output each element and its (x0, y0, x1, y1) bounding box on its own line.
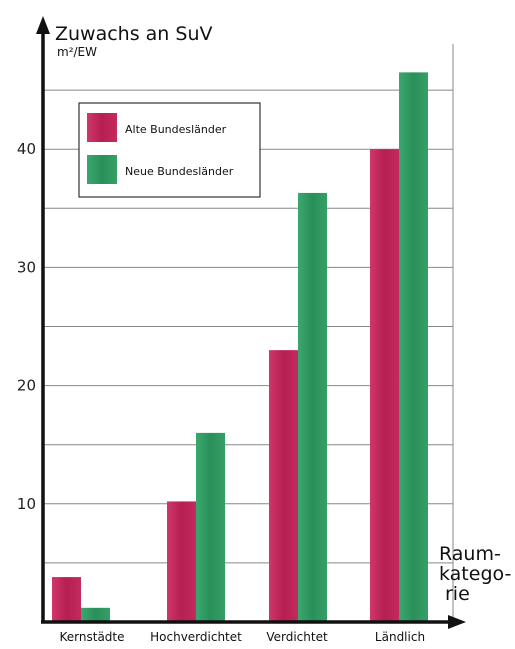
y-tick-label: 20 (17, 377, 36, 395)
legend-swatch-neue (87, 155, 117, 184)
x-axis-label-line-2: katego- (439, 563, 511, 585)
bar-alte (52, 577, 81, 622)
bar-alte (269, 350, 298, 622)
x-category-label: Verdichtet (266, 630, 328, 644)
x-axis-label-line-1: Raum- (439, 543, 501, 565)
y-axis-arrow (36, 16, 50, 34)
y-tick-label: 10 (17, 495, 36, 513)
bar-alte (167, 501, 196, 622)
bar-neue (196, 432, 225, 622)
bar-neue (298, 192, 327, 622)
x-axis-label-line-3: rie (445, 583, 470, 605)
x-axis-arrow (448, 615, 466, 629)
bar-neue (81, 607, 110, 622)
legend-swatch-alte (87, 113, 117, 142)
y-tick-label: 40 (17, 140, 36, 158)
legend-label-alte: Alte Bundesländer (125, 123, 227, 136)
bars (52, 72, 428, 623)
x-category-label: Hochverdichtet (150, 630, 242, 644)
x-category-label: Kernstädte (60, 630, 125, 644)
y-axis-unit: m²/EW (57, 45, 97, 59)
legend: Alte Bundesländer Neue Bundesländer (78, 102, 261, 198)
bar-alte (370, 149, 399, 622)
y-ticks: 10 20 30 40 (17, 140, 36, 513)
bar-neue (399, 72, 428, 623)
x-categories: Kernstädte Hochverdichtet Verdichtet Ländli… (60, 630, 426, 644)
legend-label-neue: Neue Bundesländer (125, 165, 234, 178)
x-category-label: Ländlich (375, 630, 425, 644)
y-tick-label: 30 (17, 258, 36, 276)
chart-title: Zuwachs an SuV (55, 23, 213, 45)
gridlines (43, 44, 454, 622)
